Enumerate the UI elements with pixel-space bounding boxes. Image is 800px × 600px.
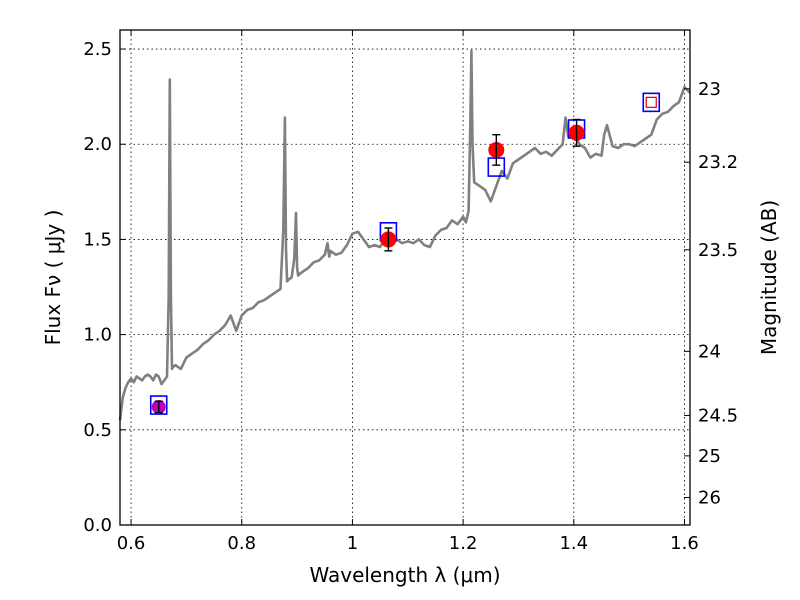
y2-tick-label: 23.2 (698, 152, 738, 173)
upper-limit-marker (645, 96, 657, 108)
x-tick-label: 1.6 (670, 533, 699, 554)
model-square (642, 92, 661, 113)
x-axis-label: Wavelength λ (μm) (309, 563, 500, 587)
x-tick-label: 1 (347, 533, 358, 554)
y-axis-label: Flux Fν ( μJy ) (41, 210, 65, 346)
plot-frame (119, 29, 691, 526)
y-tick-label: 1.5 (83, 229, 112, 250)
grid-lines (120, 30, 690, 526)
y2-tick-label: 24.5 (698, 405, 738, 426)
y-tick-label: 0.5 (83, 420, 112, 441)
x-tick-label: 0.6 (117, 533, 146, 554)
spectrum-series (118, 49, 691, 421)
y-tick-label: 1.0 (83, 325, 112, 346)
x-tick-label: 1.2 (449, 533, 478, 554)
y2-tick-label: 24 (698, 341, 721, 362)
y2-axis-label: Magnitude (AB) (757, 200, 781, 355)
x-tick-label: 1.4 (559, 533, 588, 554)
y2-tick-label: 26 (698, 487, 721, 508)
y2-tick-label: 23.5 (698, 240, 738, 261)
y-tick-label: 0.0 (83, 515, 112, 536)
axis-ticks: 0.6 0.8 1 1.2 1.4 1.6 0.0 0.5 1.0 1.5 2.0 2.5 23 23.2… (83, 30, 738, 554)
y2-tick-label: 23 (698, 79, 721, 100)
x-tick-label: 0.8 (227, 533, 256, 554)
y-tick-label: 2.0 (83, 134, 112, 155)
y-tick-label: 2.5 (83, 39, 112, 60)
y2-tick-label: 25 (698, 446, 721, 467)
spectrum-line (118, 49, 691, 421)
model-square (149, 395, 168, 415)
photometry-points (149, 92, 661, 415)
